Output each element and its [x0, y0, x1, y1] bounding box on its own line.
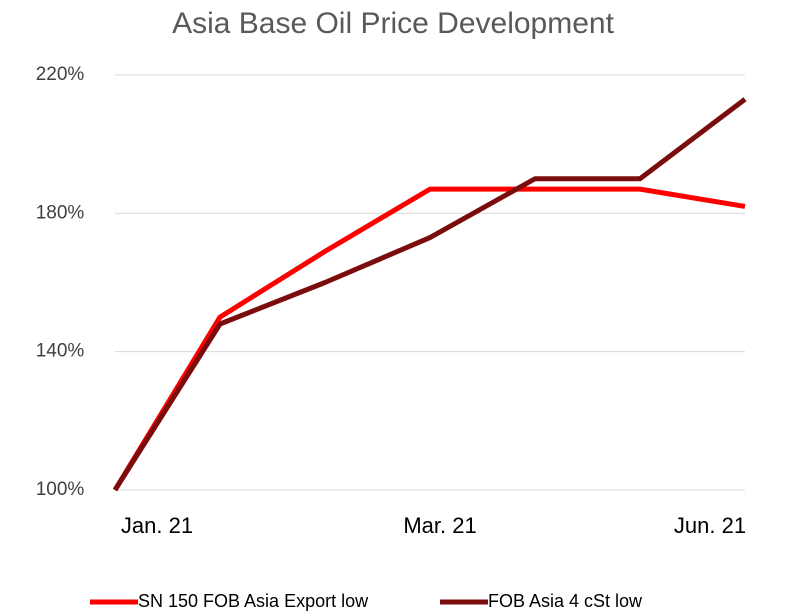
chart-title: Asia Base Oil Price Development	[172, 7, 615, 40]
legend-label: SN 150 FOB Asia Export low	[138, 591, 369, 611]
x-tick-label: Jun. 21	[674, 513, 746, 538]
y-tick-label: 140%	[36, 341, 85, 362]
x-tick-label: Jan. 21	[121, 513, 193, 538]
line-series	[112, 97, 747, 492]
x-tick-label: Mar. 21	[403, 513, 476, 538]
line-series	[112, 186, 746, 492]
y-tick-label: 220%	[36, 64, 85, 85]
legend-label: FOB Asia 4 cSt low	[488, 591, 643, 611]
y-tick-label: 100%	[36, 479, 85, 500]
y-tick-label: 180%	[36, 202, 85, 223]
